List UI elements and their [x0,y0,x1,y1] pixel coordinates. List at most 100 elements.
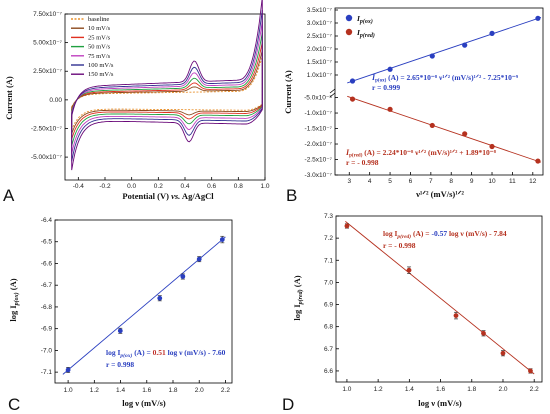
panel-a-xtick-label: 0.2 [154,183,163,190]
panel-c-point [197,257,202,262]
panel-b-ytick-label: 3.0x10⁻⁷ [307,20,333,27]
panel-d-ytick-label: 7.1 [324,257,333,264]
panel-d-xtick-label: 1.6 [436,386,445,393]
panel-b-point-0 [489,31,494,36]
panel-a-xtick-label: 0.0 [127,183,136,190]
panel-c-log-ox: 1.0 1.2 1.4 1.6 1.8 2.0 2.2-6.4-6.5-6.6-6.7-6.… [8,217,232,408]
panel-b-point-1 [350,96,355,101]
panel-d-xtick-label: 1.2 [374,386,383,393]
panel-c-ytick-label: -7.1 [41,369,53,376]
panel-b-legend-ox: Ip(ox) [356,14,373,25]
panel-b-ytick-label: 2.0x10⁻⁷ [307,46,333,53]
panel-b-ylabel: Current (A) [283,70,293,114]
panel-b-ytick-label: -2.0x10⁻⁷ [305,141,333,148]
panel-label-a: A [3,186,15,205]
panel-b-point-0 [535,16,540,21]
panel-b-legend-red-marker [346,29,352,35]
panel-b-xtick-label: 8 [449,178,453,185]
panel-b-point-0 [462,43,467,48]
panel-b-xtick-label: 9 [470,178,474,185]
panel-d-point [481,331,486,336]
panel-c-point [66,368,71,373]
panel-c-r: r = 0.998 [106,360,134,369]
panel-b-point-1 [462,131,467,136]
panel-d-point [407,268,412,273]
panel-a-legend-label-3: 50 mV/s [88,44,111,51]
panel-c-xtick-label: 1.8 [168,387,177,394]
panel-d-xtick-label: 1.8 [467,386,476,393]
panel-b-ytick-label: 1.0x10⁻⁷ [307,72,333,79]
panel-c-xtick-label: 1.4 [116,387,125,394]
panel-b-point-1 [535,158,540,163]
panel-b-ytick-label: -1.0x10⁻⁷ [305,110,333,117]
panel-d-ytick-label: 7.2 [324,235,333,242]
panel-a-ytick-label: 7.50x10⁻⁷ [33,11,63,18]
panel-a-ytick-label: -5.00x10⁻⁷ [31,154,63,161]
panel-b-r-red: r = - 0.998 [346,158,379,167]
panel-c-xtick-label: 1.2 [90,387,99,394]
panel-c-point [118,328,123,333]
panel-a-ytick-label: 2.50x10⁻⁷ [33,68,63,75]
panel-c-eq: log Ip(ox) (A) = 0.51 log ν (mV/s) - 7.6… [106,348,226,359]
panel-c-xtick-label: 1.6 [142,387,151,394]
panel-d-xtick-label: 2.0 [498,386,507,393]
panel-b-xtick-label: 7 [429,178,433,185]
panel-d-marks [345,221,535,374]
panel-b-ytick-label: 1.5x10⁻⁷ [307,59,333,66]
panel-a-xlabel: Potential (V) vs. Ag/AgCl [122,191,214,201]
panel-b-xtick-label: 12 [529,178,537,185]
panel-b-r-ox: r = 0.999 [372,83,400,92]
panel-d-ytick-label: 7.3 [324,213,333,220]
panel-label-b: B [286,186,297,205]
panel-b-current-vs-sqrt-scanrate: 3 4 5 6 7 8 9 10 11 123.5x10⁻⁷3.0x10⁻⁷2.5x10⁻⁷2.0… [283,7,543,199]
panel-b-point-1 [430,123,435,128]
panel-c-point [220,237,225,242]
panel-b-xlabel: ν¹ᐟ² (mV/s)¹ᐟ² [415,189,464,199]
panel-label-c: C [8,395,20,414]
panel-a-xtick-label: 1.0 [260,183,269,190]
panel-d-xtick-label: 2.2 [530,386,539,393]
panel-a-xtick-label: 0.4 [180,183,189,190]
panel-d-point [345,224,350,229]
panel-c-ytick-label: -6.6 [41,260,53,267]
panel-d-ytick-label: 7.0 [324,279,333,286]
panel-b-eq-ox: Ip(ox) (A) = 2.65*10⁻⁸ ν¹ᐟ² (mV/s)¹ᐟ² - … [371,73,519,84]
panel-d-point [501,351,506,356]
panel-b-point-0 [387,67,392,72]
panel-a-legend-label-5: 100 mV/s [88,62,114,69]
panel-d-r: r = - 0.998 [383,241,416,250]
panel-d-point [528,369,533,374]
panel-d-ylabel: log Ip(red) (A) [292,275,304,320]
panel-c-xlabel: log ν (mV/s) [122,398,166,408]
panel-b-ytick-label: -2.5x10⁻⁷ [305,157,333,164]
panel-d-xtick-label: 1.4 [405,386,414,393]
panel-b-point-0 [350,78,355,83]
panel-c-xtick-label: 1.0 [64,387,73,394]
panel-a-legend-label-0: baseline [88,16,109,23]
panel-b-xtick-label: 10 [488,178,496,185]
panel-b-legend-ox-marker [346,15,352,21]
panel-d-eq: log Ip(red) (A) = -0.57 log ν (mV/s) - 7… [383,229,507,240]
panel-c-xtick-label: 2.0 [195,387,204,394]
panel-a-ytick-label: -2.50x10⁻⁷ [31,125,63,132]
panel-c-ytick-label: -7.0 [41,347,53,354]
panel-label-d: D [282,395,294,414]
panel-b-xtick-label: 4 [368,178,372,185]
panel-c-point [157,296,162,301]
panel-b-ytick-label: -5.0x10⁻⁸ [304,95,332,102]
panel-c-xtick-label: 2.2 [221,387,230,394]
panel-b-xtick-label: 3 [347,178,351,185]
panel-b-xtick-label: 6 [409,178,413,185]
panel-b-ytick-label: -1.5x10⁻⁷ [305,126,333,133]
panel-a-legend-label-2: 25 mV/s [88,34,111,41]
panel-d-fit-line [345,221,534,374]
panel-a-xtick-label: 0.6 [207,183,216,190]
panel-b-xtick-label: 5 [388,178,392,185]
panel-d-ytick-label: 6.6 [324,368,333,375]
panel-a-cv-chart: -0.4 -0.2 0.0 0.2 0.4 0.6 0.8 1.0 7.50x10⁻⁷ 5.00x… [4,0,270,201]
panel-a-xtick-label: 0.8 [234,183,243,190]
panel-d-point [454,313,459,318]
panel-a-ytick-label: 5.00x10⁻⁷ [33,40,63,47]
panel-b-ytick-label: -3.0x10⁻⁷ [305,172,333,179]
